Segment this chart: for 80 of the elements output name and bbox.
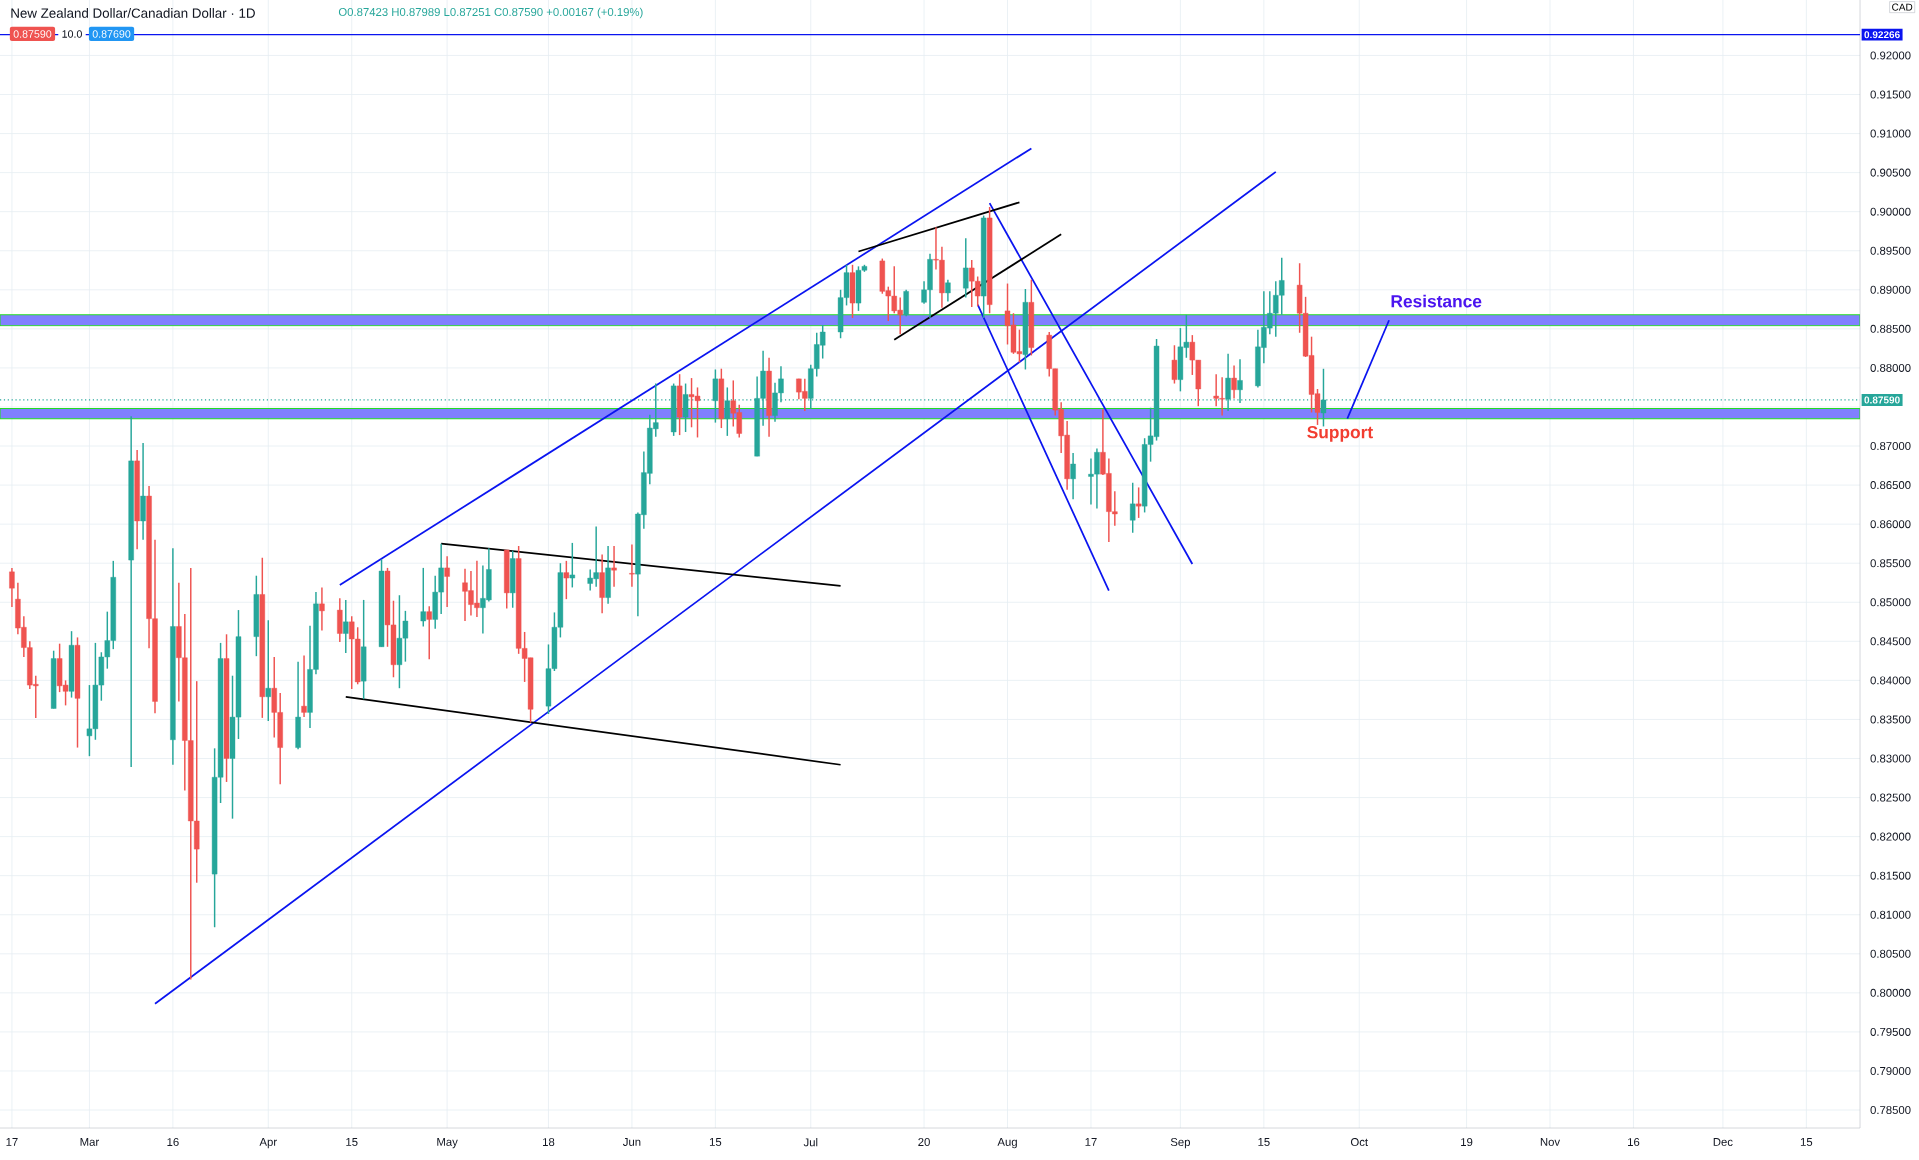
- y-tick-label: 0.84500: [1870, 637, 1911, 646]
- x-tick-label: Aug: [997, 1138, 1017, 1149]
- y-tick-label: 0.83000: [1870, 754, 1911, 763]
- y-tick-label: 0.86000: [1870, 520, 1911, 529]
- y-tick-label: 0.81000: [1870, 910, 1911, 919]
- x-tick-label: 20: [918, 1138, 930, 1147]
- y-axis-title: CAD: [1892, 3, 1913, 11]
- x-tick-label: Apr: [259, 1138, 277, 1149]
- y-tick-label: 0.91500: [1870, 90, 1911, 99]
- candlestick: [319, 586, 325, 632]
- y-tick-label: 0.80500: [1870, 949, 1911, 958]
- y-tick-label: 0.78500: [1870, 1106, 1911, 1115]
- y-tick-label: 0.89000: [1870, 285, 1911, 294]
- band-label: Resistance: [1391, 294, 1482, 308]
- candlestick: [420, 567, 426, 628]
- y-tick-label: 0.83500: [1870, 715, 1911, 724]
- candlestick: [343, 599, 349, 654]
- x-tick-label: Jul: [803, 1138, 818, 1147]
- candlestick: [1130, 482, 1136, 534]
- annotation: 0.87690: [92, 30, 131, 38]
- x-tick-label: 16: [167, 1138, 179, 1147]
- annotation: O0.87423 H0.87989 L0.87251 C0.87590 +0.00167 (+0.19%): [338, 7, 643, 19]
- y-tick-label: 0.88500: [1870, 324, 1911, 333]
- candlestick: [611, 545, 617, 588]
- x-tick-label: May: [437, 1138, 458, 1149]
- candlestick: [563, 560, 570, 600]
- y-tick-label: 0.85500: [1870, 559, 1911, 568]
- y-tick-label: 0.86500: [1870, 481, 1911, 490]
- candlestick: [629, 543, 635, 588]
- x-tick-label: 15: [1258, 1138, 1270, 1146]
- candlestick: [444, 555, 450, 608]
- x-tick-label: 16: [1628, 1138, 1640, 1147]
- y-tick-label: 0.88000: [1870, 363, 1911, 372]
- candlestick: [1171, 344, 1178, 385]
- x-tick-label: 17: [6, 1138, 18, 1146]
- y-tick-label: 0.81500: [1870, 871, 1911, 880]
- x-tick-label: Nov: [1540, 1138, 1561, 1146]
- candlestick: [569, 542, 576, 589]
- x-tick-label: 15: [709, 1138, 722, 1146]
- x-tick-label: Dec: [1713, 1138, 1733, 1146]
- x-tick-label: 17: [1085, 1138, 1097, 1146]
- y-tick-label: 0.84000: [1870, 676, 1911, 685]
- candlestick: [963, 237, 969, 299]
- candlestick: [301, 654, 307, 718]
- y-tick-label: 0.79000: [1870, 1066, 1911, 1075]
- band-label: Support: [1307, 426, 1373, 442]
- x-tick-label: Jun: [622, 1138, 641, 1146]
- x-tick-label: Oct: [1350, 1138, 1368, 1147]
- x-tick-label: 18: [543, 1138, 555, 1147]
- candlestick: [1135, 486, 1142, 519]
- y-tick-label: 0.82500: [1870, 793, 1911, 802]
- ref-line-label: 0.87590: [1864, 396, 1900, 404]
- y-tick-label: 0.92000: [1870, 51, 1911, 60]
- x-tick-label: 15: [346, 1138, 358, 1146]
- chart-title: New Zealand Dollar/Canadian Dollar · 1D: [11, 8, 255, 18]
- x-tick-label: 15: [1800, 1138, 1813, 1146]
- y-tick-label: 0.90500: [1870, 168, 1911, 177]
- y-tick-label: 0.80000: [1870, 988, 1911, 997]
- annotation: 10.0: [62, 30, 82, 38]
- candlestick: [1320, 368, 1327, 428]
- candlestick: [265, 619, 271, 722]
- y-tick-label: 0.87000: [1870, 442, 1911, 451]
- candlestick: [1231, 364, 1237, 400]
- x-tick-label: 19: [1461, 1138, 1473, 1147]
- y-tick-label: 0.89500: [1870, 246, 1911, 255]
- candlestick: [1070, 452, 1076, 500]
- candlestick: [426, 605, 432, 661]
- annotation: 0.87590: [13, 30, 52, 38]
- candlestick: [682, 382, 689, 433]
- candlestick: [337, 597, 343, 643]
- y-tick-label: 0.91000: [1870, 129, 1911, 138]
- y-tick-label: 0.85000: [1870, 598, 1911, 607]
- x-tick-label: Mar: [80, 1138, 99, 1146]
- y-tick-label: 0.79500: [1870, 1027, 1911, 1036]
- candlestick: [945, 278, 951, 303]
- x-tick-label: Sep: [1170, 1138, 1191, 1149]
- candlestick: [903, 289, 909, 318]
- y-tick-label: 0.90000: [1870, 207, 1911, 216]
- ref-line-label: 0.92266: [1864, 31, 1900, 39]
- y-tick-label: 0.82000: [1870, 832, 1911, 841]
